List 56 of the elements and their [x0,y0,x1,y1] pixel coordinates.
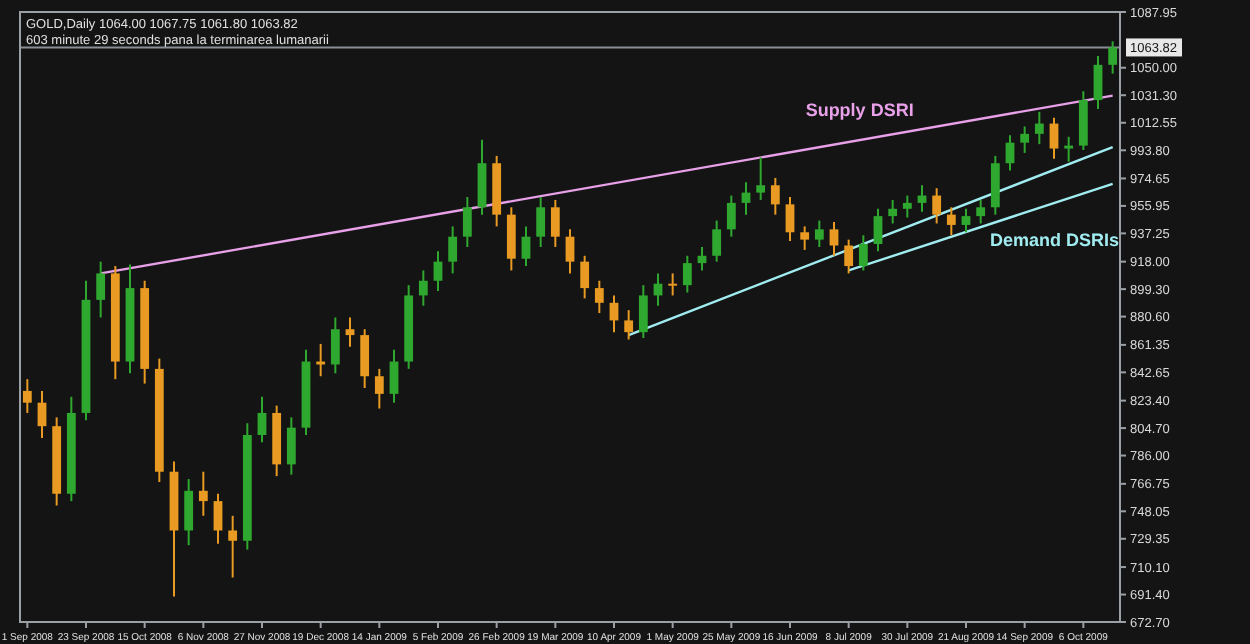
candlestick [506,206,516,272]
candlestick [330,316,340,375]
candlestick [1064,135,1074,163]
candlestick [976,198,986,225]
candlestick [858,234,868,272]
candlestick [228,514,238,579]
candlestick [22,378,32,414]
candlestick [814,219,824,248]
candlestick [536,196,546,248]
candlestick [462,196,472,248]
candlestick [1093,55,1103,110]
series-label: Demand DSRIs [990,229,1120,250]
candlestick [888,198,898,225]
candlestick [96,260,106,319]
candlestick [477,138,487,216]
candlestick [829,220,839,257]
candlestick [638,284,648,340]
candlestick [1078,90,1088,152]
candlestick [418,269,428,307]
candlestick [198,470,208,517]
candlestick [873,207,883,253]
candlestick [286,416,296,476]
series-label: Supply DSRI [805,100,914,121]
candlestick [990,154,1000,216]
candlestick [213,492,223,545]
candlestick [565,228,575,275]
candlestick [961,207,971,234]
candlestick [668,272,678,297]
candlestick [360,328,370,389]
candlestick [770,176,780,216]
candlestick [932,187,942,225]
candlestick [800,225,810,251]
candlestick [257,395,267,444]
candlestick [682,254,692,294]
candlestick [902,194,912,219]
candlestick [184,478,194,547]
candlestick [594,279,604,315]
candlestick [374,367,384,410]
candlestick [1049,116,1059,160]
candlestick [712,219,722,263]
candlestick [448,225,458,275]
candlestick [550,198,560,248]
candlestick [844,238,854,275]
candlestick [726,194,736,238]
candlestick [521,225,531,268]
candlestick [785,196,795,243]
candlestick [1034,110,1044,146]
candlestick [345,316,355,348]
candlestick [1108,40,1118,75]
candlestick [580,254,590,300]
candlestick [946,206,956,237]
candlestick [433,250,443,293]
candlestick [624,309,634,341]
candlestick [756,156,766,201]
candlestick [1020,125,1030,154]
candlestick [389,348,399,404]
